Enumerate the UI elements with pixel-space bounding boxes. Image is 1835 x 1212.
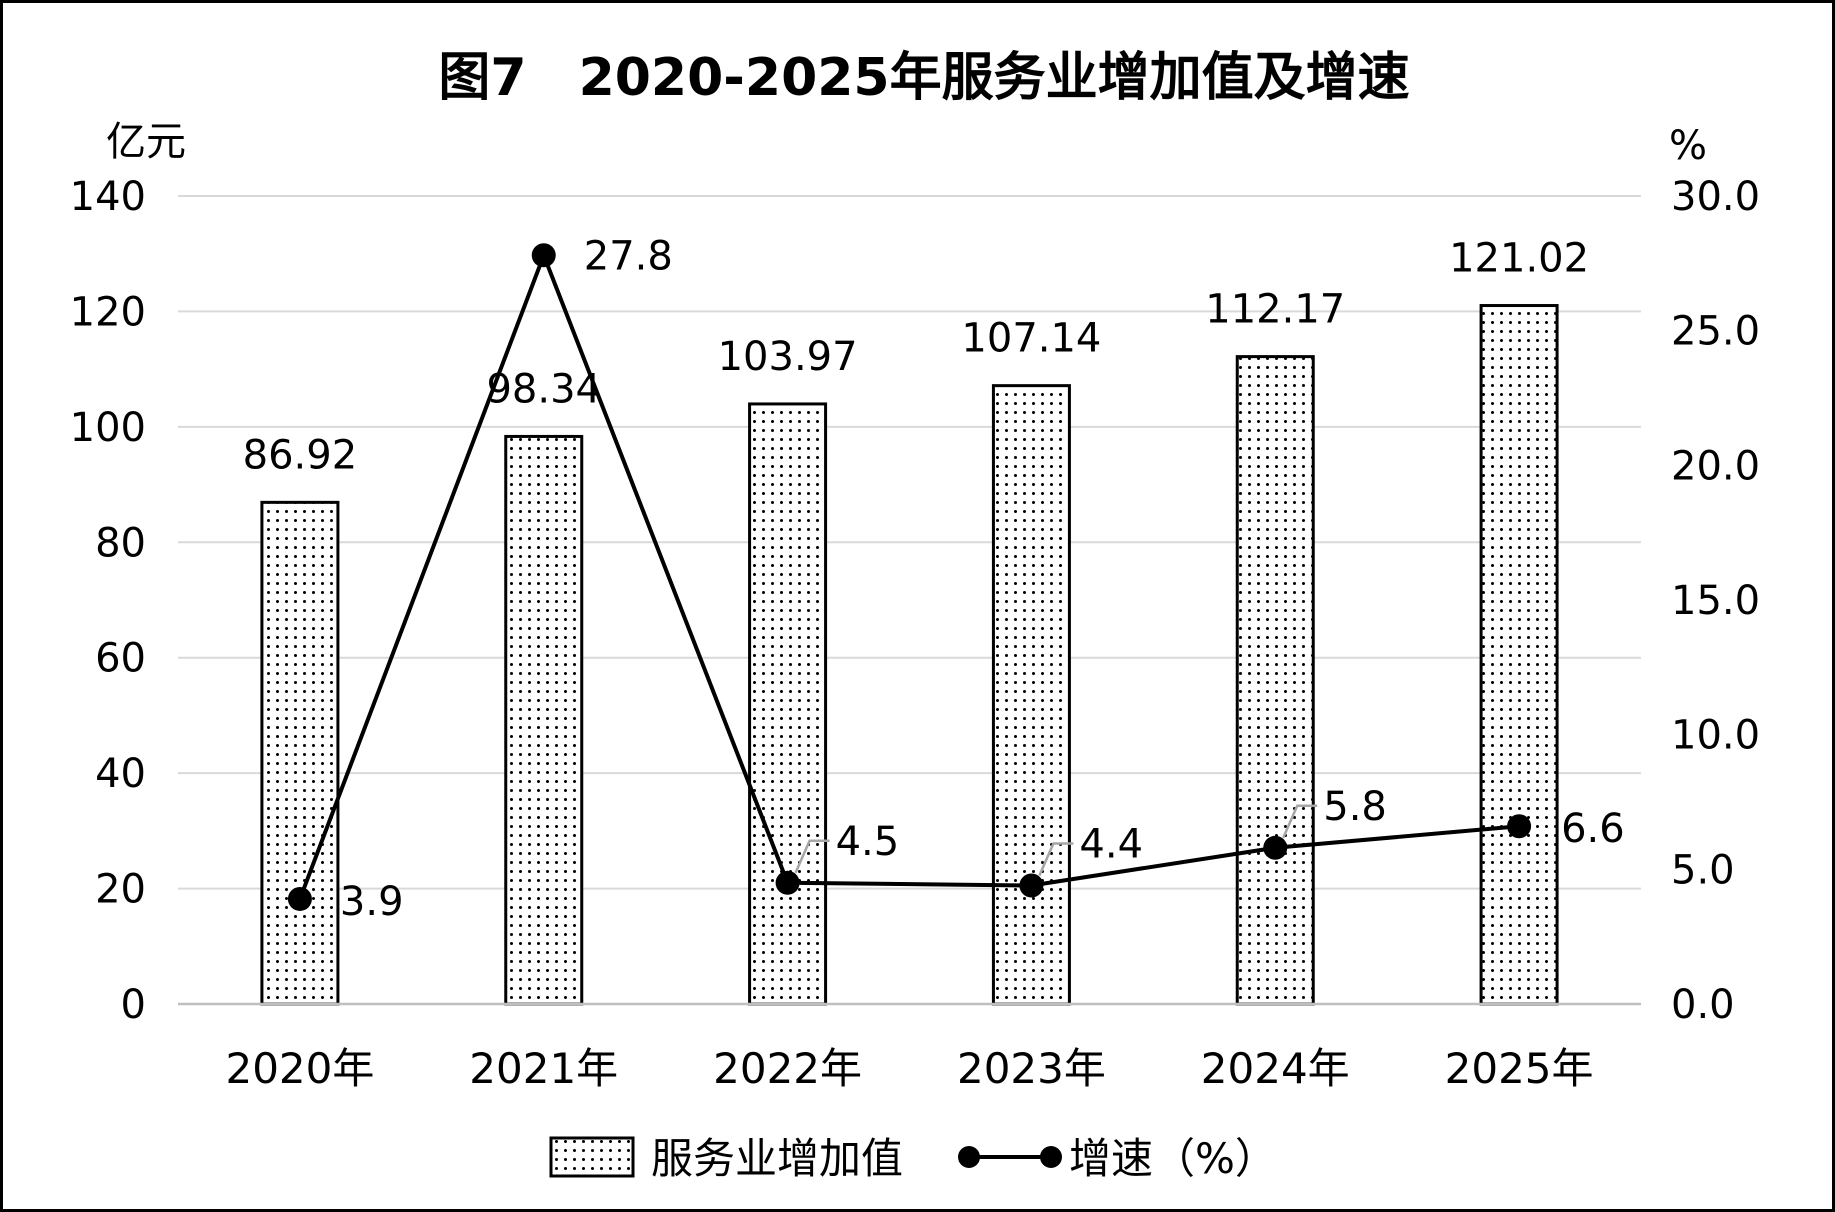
x-tick-2022年: 2022年 (713, 1044, 862, 1093)
growth-marker-2023年 (1019, 873, 1044, 898)
bar-label-2025年: 121.02 (1449, 236, 1589, 282)
left-tick-100: 100 (70, 405, 146, 451)
legend-line-label: 增速（%） (1069, 1134, 1277, 1183)
right-tick-5.0: 5.0 (1671, 847, 1735, 893)
right-tick-20.0: 20.0 (1671, 443, 1760, 489)
left-tick-80: 80 (95, 520, 146, 566)
growth-label-2020年: 3.9 (340, 879, 404, 925)
growth-line (298, 249, 1520, 900)
right-tick-15.0: 15.0 (1671, 578, 1760, 624)
bar-2025年 (1479, 304, 1559, 1006)
data-labels: 86.92 98.34 103.97 107.14 112.17 121.02 3.9 27.… (243, 233, 1625, 925)
growth-label-2023年: 4.4 (1079, 821, 1143, 867)
x-tick-2020年: 2020年 (225, 1044, 374, 1093)
bar-label-2021年: 98.34 (486, 366, 601, 412)
x-tick-2023年: 2023年 (957, 1044, 1106, 1093)
left-tick-20: 20 (95, 867, 146, 913)
right-tick-0.0: 0.0 (1671, 982, 1735, 1028)
legend-bar-label: 服务业增加值 (651, 1134, 903, 1183)
bar-2024年 (1235, 355, 1315, 1006)
growth-marker-2021年 (531, 243, 556, 268)
legend: 服务业增加值 增速（%） (549, 1134, 1277, 1183)
left-tick-0: 0 (121, 982, 146, 1028)
right-tick-25.0: 25.0 (1671, 309, 1760, 355)
bar-label-2023年: 107.14 (961, 316, 1101, 362)
growth-label-2024年: 5.8 (1323, 784, 1387, 830)
legend-line-marker-left (958, 1146, 980, 1168)
growth-marker-2022年 (775, 870, 800, 895)
line-series (287, 243, 1532, 911)
growth-marker-2020年 (287, 886, 312, 911)
x-tick-2024年: 2024年 (1201, 1044, 1350, 1093)
right-tick-30.0: 30.0 (1671, 174, 1760, 220)
right-axis-unit: % (1669, 123, 1707, 169)
bar-series (260, 304, 1559, 1006)
bar-2021年 (504, 434, 584, 1006)
growth-marker-2024年 (1263, 835, 1288, 860)
left-tick-60: 60 (95, 636, 146, 682)
legend-bar-swatch (549, 1136, 635, 1178)
left-tick-40: 40 (95, 751, 146, 797)
bar-2023年 (991, 384, 1071, 1006)
right-tick-10.0: 10.0 (1671, 713, 1760, 759)
x-tick-2021年: 2021年 (469, 1044, 618, 1093)
legend-line-marker-right (1040, 1146, 1062, 1168)
bar-label-2022年: 103.97 (718, 334, 858, 380)
growth-label-2022年: 4.5 (836, 819, 900, 865)
bar-2022年 (748, 402, 828, 1006)
chart-title: 图7 2020-2025年服务业增加值及增速 (438, 48, 1409, 108)
x-tick-2025年: 2025年 (1445, 1044, 1594, 1093)
bar-label-2020年: 86.92 (243, 432, 358, 478)
growth-marker-2025年 (1507, 814, 1532, 839)
left-axis-unit: 亿元 (106, 119, 186, 165)
growth-label-2022年-leader (794, 839, 830, 874)
growth-label-2025年: 6.6 (1561, 806, 1625, 852)
growth-label-2023年-leader (1038, 842, 1074, 876)
bar-label-2024年: 112.17 (1205, 287, 1345, 333)
growth-label-2024年-leader (1282, 804, 1318, 839)
growth-label-2021年: 27.8 (584, 233, 673, 279)
left-tick-140: 140 (70, 174, 146, 220)
combo-chart: 图7 2020-2025年服务业增加值及增速 亿元 % 86.92 98.34 10… (70, 48, 1760, 1183)
axes: 0 20 40 60 80 100 120 140 0.0 5.0 10.0 15.0 20.0 25.0… (70, 174, 1760, 1093)
bar-2020年 (260, 500, 340, 1006)
left-tick-120: 120 (70, 289, 146, 335)
gridlines (178, 195, 1641, 890)
